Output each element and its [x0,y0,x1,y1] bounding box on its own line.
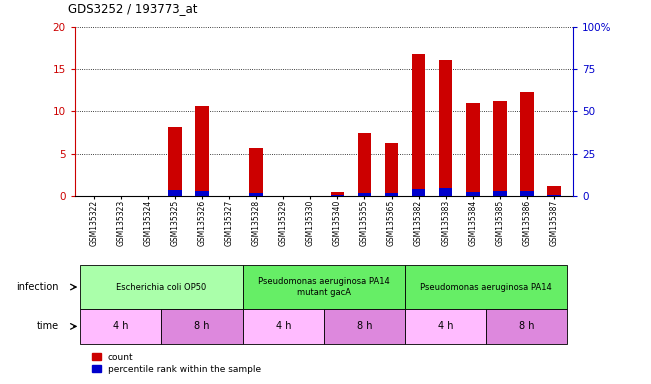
Text: Pseudomonas aeruginosa PA14: Pseudomonas aeruginosa PA14 [421,283,552,291]
Bar [195,106,209,196]
Bar [486,309,568,344]
Bar [385,144,398,196]
Text: Escherichia coli OP50: Escherichia coli OP50 [117,283,206,291]
Bar [243,309,324,344]
Bar [412,54,425,196]
Text: Pseudomonas aeruginosa PA14
mutant gacA: Pseudomonas aeruginosa PA14 mutant gacA [258,277,390,297]
Bar [547,186,561,196]
Bar [357,133,371,196]
Bar [439,188,452,196]
Legend: count, percentile rank within the sample: count, percentile rank within the sample [92,353,261,374]
Text: 8 h: 8 h [519,321,534,331]
Text: 8 h: 8 h [195,321,210,331]
Bar [412,189,425,196]
Bar [331,195,344,196]
Bar [466,103,480,196]
Bar [80,265,243,309]
Bar [243,265,405,309]
Bar [439,60,452,196]
Text: 4 h: 4 h [438,321,453,331]
Bar [357,193,371,196]
Bar [249,193,263,196]
Text: 4 h: 4 h [275,321,291,331]
Bar [249,148,263,196]
Bar [493,191,506,196]
Bar [520,92,534,196]
Bar [168,190,182,196]
Bar [161,309,243,344]
Bar [405,309,486,344]
Text: 8 h: 8 h [357,321,372,331]
Bar [466,192,480,196]
Text: GDS3252 / 193773_at: GDS3252 / 193773_at [68,2,198,15]
Bar [493,101,506,196]
Text: time: time [36,321,59,331]
Bar [80,309,161,344]
Bar [168,127,182,196]
Bar [547,195,561,196]
Bar [520,192,534,196]
Bar [331,192,344,196]
Bar [324,309,405,344]
Bar [405,265,568,309]
Text: infection: infection [16,282,59,292]
Bar [195,192,209,196]
Text: 4 h: 4 h [113,321,129,331]
Bar [385,193,398,196]
